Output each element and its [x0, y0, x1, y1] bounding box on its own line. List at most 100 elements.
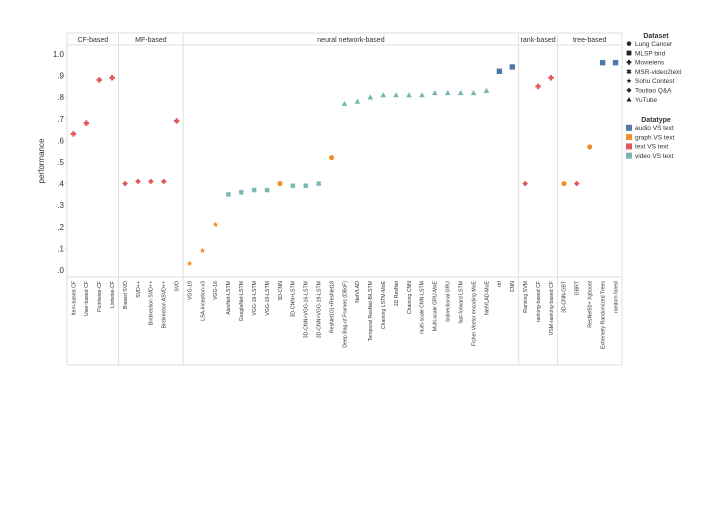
data-point — [406, 92, 412, 98]
data-point — [341, 100, 348, 106]
category-label: Birdirection ASVD++ — [162, 281, 168, 328]
legend-dataset-item: Movielens — [635, 60, 665, 67]
legend-datatype-swatch — [626, 152, 632, 159]
data-point — [522, 180, 529, 187]
y-tick-label: .2 — [57, 223, 64, 232]
category-label: VGG-16-LSTM — [252, 281, 258, 316]
legend-datatype-swatch — [626, 134, 632, 141]
category-label: GoogleNet-LSTM — [239, 281, 245, 321]
category-label: 1D ResNet — [394, 280, 400, 306]
category-label: GBRT — [575, 280, 581, 295]
category-label: User-based CF — [84, 281, 90, 316]
data-point — [186, 260, 193, 266]
data-point — [148, 178, 154, 185]
y-tick-label: .3 — [57, 201, 64, 210]
data-point — [432, 90, 438, 96]
category-label: Temporal ResNet-BiLSTM — [368, 281, 374, 341]
category-label: multi-scale CNN-LSTM — [420, 281, 426, 334]
y-tick-label: .5 — [57, 158, 64, 167]
data-point — [393, 92, 399, 98]
data-point — [573, 180, 580, 187]
data-point — [277, 181, 283, 187]
legend-dataset-item: YuTube — [635, 97, 658, 104]
data-point — [96, 77, 102, 83]
legend-dataset-item: MSR-video2text — [635, 69, 681, 76]
category-label: VGG-19 — [187, 281, 193, 300]
legend-dataset-item: MLSP bird — [635, 50, 666, 57]
plot-frame — [66, 32, 623, 366]
category-label: Multi-scale GRU-MoE — [433, 280, 439, 331]
data-point — [251, 187, 257, 193]
data-point — [238, 189, 244, 195]
data-point — [135, 178, 141, 185]
data-point — [329, 155, 335, 161]
category-label: VGG-16 — [213, 281, 219, 300]
category-label: Item-based CF — [71, 281, 77, 315]
y-tick-label: .6 — [57, 136, 64, 145]
category-label: 3D-CNN — [278, 281, 284, 301]
category-label: Extremely Randomized Trees — [600, 281, 606, 349]
data-point — [315, 180, 322, 187]
data-point — [535, 83, 541, 90]
data-point — [483, 87, 490, 93]
data-point — [70, 131, 77, 137]
y-tick-label: 1.0 — [53, 50, 65, 59]
category-label: Listwise-CF — [110, 281, 116, 308]
panel-title: CF-based — [77, 37, 108, 44]
y-tick-label: .7 — [57, 115, 64, 124]
category-label: Chaining CNN — [407, 281, 413, 314]
category-label: ResNet50+ Xgboost — [588, 280, 594, 327]
data-point — [457, 90, 464, 96]
data-point — [587, 144, 593, 150]
category-label: ranking-based CF — [536, 281, 542, 322]
data-point — [122, 180, 128, 187]
y-tick-label: .1 — [57, 244, 64, 253]
legend-dataset-item: Lung Cancer — [635, 41, 673, 48]
data-point — [419, 92, 425, 98]
category-label: Chaining LSTM-MoE — [381, 280, 387, 329]
panel-title: rank-based — [521, 37, 556, 44]
category-label: VSM-ranking-based CF — [549, 281, 555, 335]
data-point — [548, 75, 554, 81]
legend-datatype-item: text VS text — [635, 144, 668, 151]
data-point — [380, 92, 387, 98]
data-point — [444, 90, 451, 96]
category-label: SVD++ — [136, 281, 142, 298]
y-axis-label: performance — [37, 138, 46, 183]
legend-datatype-item: graph VS text — [635, 134, 675, 141]
category-label: Biased SVD — [123, 281, 129, 309]
data-point — [290, 183, 296, 189]
y-tick-label: .0 — [57, 266, 64, 275]
category-label: 3D-CNN-GBT — [562, 280, 568, 313]
category-label: 3D-CNN+VGG-19-LSTM — [316, 281, 322, 338]
category-label: Pointwise-CF — [97, 281, 103, 312]
category-label: LSA-Inception-v3 — [200, 281, 206, 321]
legend-dataset-item: Toutiao Q&A — [635, 88, 672, 95]
panel-title: neural network-based — [317, 37, 384, 44]
category-label: NetVLAD — [355, 281, 361, 303]
legend-dataset-symbol — [626, 96, 632, 102]
data-point — [109, 75, 115, 81]
legend-datatype-swatch — [626, 143, 632, 150]
data-point — [496, 68, 503, 74]
legend-dataset-symbol — [626, 59, 632, 65]
legend-dataset-title: Dataset — [643, 33, 669, 40]
data-point — [199, 247, 206, 253]
category-label: CNN — [510, 281, 516, 292]
panel-title: MF-based — [135, 37, 167, 44]
category-label: rbf — [497, 280, 503, 287]
category-label: fast-forward LSTM — [458, 281, 464, 324]
legend-dataset-symbol — [626, 69, 632, 75]
category-label: Birdirection SVD++ — [149, 281, 155, 325]
category-label: bidirectional GRU — [446, 281, 452, 322]
category-label: 3D-CNN+VGG-16-LSTM — [304, 281, 310, 338]
category-label: 3D-CNN+LSTM — [291, 281, 297, 317]
legend-dataset-symbol — [626, 78, 632, 84]
legend-dataset-symbol — [626, 50, 632, 56]
data-point — [612, 59, 619, 66]
legend-datatype-title: Datatype — [641, 117, 671, 124]
category-label: Deep Bag-of-Frames (DBoF) — [342, 281, 348, 348]
data-point — [174, 118, 180, 124]
y-tick-label: .9 — [57, 72, 64, 81]
